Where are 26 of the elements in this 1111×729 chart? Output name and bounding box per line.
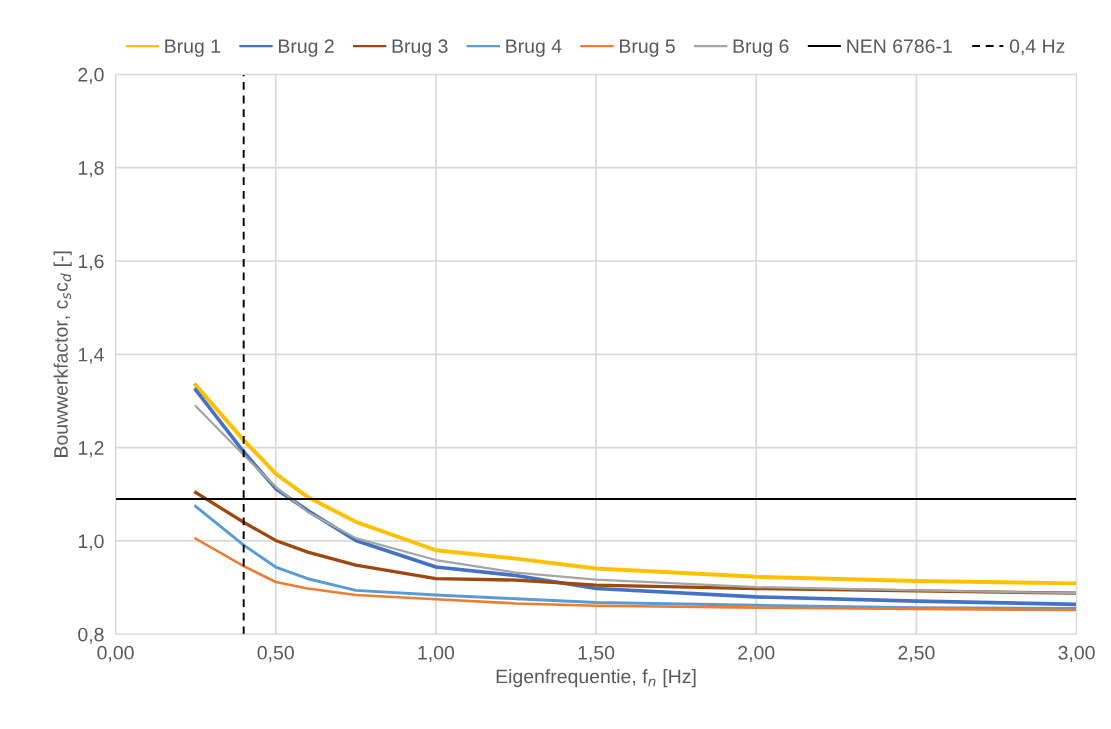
line-series (194, 537, 1077, 612)
y-tick-label: 1,0 (78, 534, 104, 551)
line-series (194, 504, 1077, 611)
y-tick-label: 1,2 (78, 441, 104, 458)
y-tick-label: 1,6 (78, 254, 104, 271)
x-tick-label: 1,00 (418, 645, 455, 662)
y-tick-label: 2,0 (78, 67, 104, 84)
legend-label: Brug 4 (506, 39, 562, 57)
y-tick-label: 0,8 (78, 627, 104, 644)
x-tick-label: 2,50 (898, 645, 935, 662)
x-tick-label: 0,50 (257, 645, 294, 662)
x-axis-title: Eigenfrequentie, f$_{n}$ [Hz] (496, 669, 696, 688)
x-tick-label: 1,50 (578, 645, 615, 662)
legend-label: Brug 5 (620, 39, 675, 57)
y-tick-label: 1,8 (78, 161, 104, 178)
x-tick-label: 3,00 (1058, 645, 1095, 662)
legend-label: NEN 6786-1 (847, 39, 952, 54)
x-tick-label: 0,00 (97, 645, 134, 662)
legend-label: Brug 1 (165, 39, 221, 57)
x-tick-label: 2,00 (738, 645, 775, 662)
legend-label: Brug 3 (392, 39, 448, 57)
y-tick-label: 1,4 (78, 347, 104, 364)
legend-label: Brug 2 (278, 39, 334, 57)
y-axis-title: Bouwwerkfactor, c$_{s}$c$_{d}$ [-] (53, 251, 72, 457)
legend-label: Brug 6 (733, 39, 789, 57)
legend-label: 0,4 Hz (1009, 39, 1065, 56)
